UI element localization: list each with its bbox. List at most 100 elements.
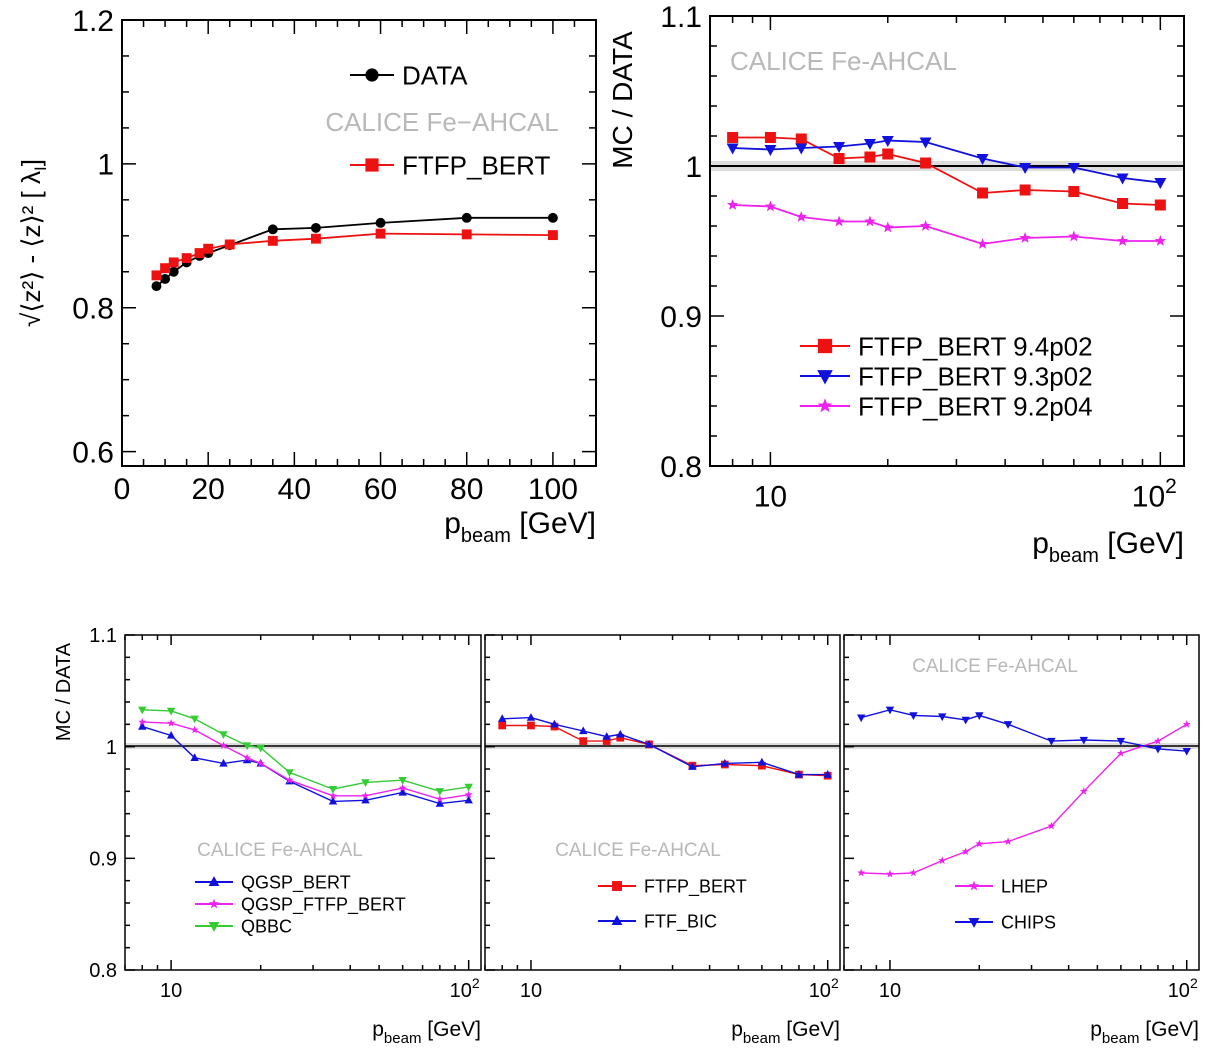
data-point <box>435 799 445 807</box>
data-point <box>208 876 220 887</box>
watermark: CALICE Fe-AHCAL <box>555 840 721 861</box>
panel-versions: CALICE Fe-AHCAL MC / DATA pbeam [GeV] <box>607 15 1185 567</box>
data-point <box>823 770 832 778</box>
y-tick-label: 0.9 <box>660 301 702 334</box>
data-point <box>764 200 777 212</box>
data-point <box>976 238 989 249</box>
series-line <box>502 716 828 776</box>
data-point <box>550 719 559 728</box>
data-point <box>758 761 766 770</box>
series-ftfp-bert-9-4p02 <box>727 132 1166 211</box>
data-point <box>909 712 918 720</box>
data-point <box>726 199 739 210</box>
series-line <box>732 139 1161 184</box>
data-point <box>267 224 278 235</box>
data-point <box>547 230 558 241</box>
data-point <box>579 726 588 735</box>
data-point <box>365 158 379 172</box>
data-point <box>975 839 984 848</box>
data-point <box>243 753 252 762</box>
watermark: CALICE Fe-AHCAL <box>730 46 957 76</box>
data-point <box>727 132 739 143</box>
data-point <box>375 228 386 239</box>
legend-lhep: LHEP <box>955 876 1048 896</box>
legend-lhep: CHIPS <box>955 912 1056 932</box>
axes-lhep: 10 102 <box>843 634 1198 1002</box>
legend-label: DATA <box>402 60 468 90</box>
data-point <box>857 714 866 723</box>
legend-label: LHEP <box>1001 876 1048 896</box>
data-point <box>168 266 179 277</box>
x-tick-label: 10 <box>754 481 787 514</box>
legend-label: FTFP_BERT <box>402 150 550 180</box>
data-point <box>138 722 147 730</box>
watermark: CALICE Fe-AHCAL <box>912 656 1078 677</box>
data-point <box>1068 186 1080 197</box>
data-point <box>328 785 338 794</box>
data-point <box>219 758 228 767</box>
data-point <box>361 791 370 800</box>
y-axis-label: MC / DATA <box>607 31 638 169</box>
legend-label: QBBC <box>241 916 292 936</box>
data-point <box>644 739 654 748</box>
data-point <box>616 733 625 742</box>
data-point <box>310 233 321 244</box>
data-point <box>1019 184 1031 196</box>
y-tick-label: 0.9 <box>89 849 117 871</box>
data-point <box>1153 745 1163 754</box>
data-point <box>794 770 804 778</box>
data-point <box>138 706 147 715</box>
y-tick-label: 0.8 <box>89 960 117 982</box>
data-point <box>863 139 876 150</box>
data-point <box>1154 178 1167 189</box>
x-axis-label: pbeam [GeV] <box>372 1018 481 1047</box>
data-point <box>1154 199 1166 211</box>
x-axis-label: pbeam [GeV] <box>1090 1018 1199 1047</box>
data-point <box>920 157 932 169</box>
legend-width: DATA <box>350 60 468 90</box>
data-point <box>864 151 876 163</box>
panel-ftf: CALICE Fe-AHCAL pbeam [GeV] <box>484 634 841 1047</box>
legend-ftf: FTFP_BERT <box>598 876 747 897</box>
data-point <box>961 847 970 855</box>
data-point <box>256 744 265 753</box>
data-point <box>602 732 611 740</box>
y-tick-label: 1 <box>685 151 702 184</box>
data-point <box>1019 232 1031 243</box>
data-point <box>138 717 147 726</box>
data-point <box>1004 837 1013 845</box>
data-point <box>1182 720 1191 728</box>
data-point <box>795 143 808 155</box>
y-axis-label: √⟨z²⟩ - ⟨z⟩² [ λI] <box>16 159 50 327</box>
data-point <box>977 187 989 199</box>
series-qbbc <box>138 706 473 796</box>
y-tick-label: 1 <box>106 737 117 759</box>
legend-ftf: FTF_BIC <box>598 911 717 932</box>
data-point <box>498 714 507 722</box>
data-point <box>1003 721 1013 729</box>
series-ftfp-bert-9-2p04 <box>726 199 1166 249</box>
series-line <box>142 709 469 793</box>
x-tick-label: 102 <box>1132 475 1177 514</box>
data-point <box>160 263 171 274</box>
y-tick-label: 1.1 <box>89 625 117 647</box>
data-point <box>968 917 980 928</box>
data-point <box>166 730 176 739</box>
data-point <box>190 725 199 734</box>
x-tick-label: 100 <box>528 473 578 506</box>
data-point <box>579 737 588 745</box>
legend-label: QGSP_BERT <box>241 872 351 893</box>
y-axis-label: MC / DATA <box>53 642 75 741</box>
panel-lhep: CALICE Fe-AHCAL pbeam [GeV] <box>843 634 1200 1047</box>
data-point <box>757 757 767 766</box>
data-point <box>160 274 171 284</box>
data-point <box>203 243 214 254</box>
data-point <box>688 762 697 770</box>
data-point <box>1116 173 1129 185</box>
data-point <box>208 898 220 909</box>
x-tick-label: 102 <box>450 975 480 1002</box>
data-point <box>1047 821 1056 830</box>
series-ftf-bic <box>498 713 832 778</box>
data-point <box>817 370 833 385</box>
axes-ftf: 10 102 <box>484 634 839 1002</box>
